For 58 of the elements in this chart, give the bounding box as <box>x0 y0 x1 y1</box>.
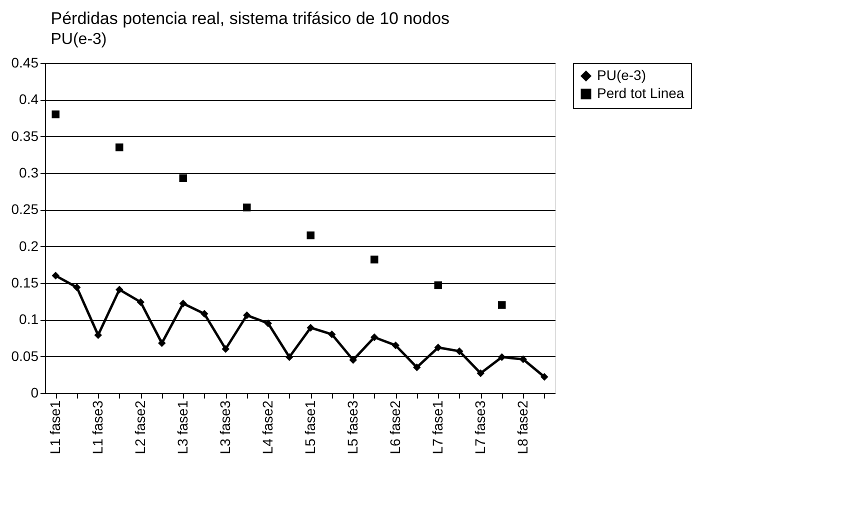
point <box>370 256 378 264</box>
legend-label: PU(e-3) <box>597 67 646 83</box>
x-tick-label: L3 fase1 <box>174 400 191 454</box>
point <box>200 310 208 318</box>
x-tick-label: L7 fase3 <box>472 400 488 454</box>
point <box>136 298 144 306</box>
point <box>264 319 272 328</box>
x-tick-label: L7 fase1 <box>430 400 446 454</box>
point <box>52 272 60 280</box>
y-tick-label: 0.05 <box>11 348 39 364</box>
y-tick-label: 0.25 <box>11 201 39 218</box>
point <box>434 344 442 352</box>
point <box>370 333 378 342</box>
point <box>222 345 230 353</box>
point <box>158 339 166 348</box>
point <box>392 341 400 350</box>
chart-title: Pérdidas potencia real, sistema trifásico de 10 nodos <box>50 9 450 28</box>
point <box>413 363 421 372</box>
y-tick-label: 0.4 <box>19 91 39 108</box>
y-tick-label: 0 <box>30 384 39 400</box>
y-tick-label: 0.35 <box>11 128 39 144</box>
x-tick-label: L5 fase1 <box>302 400 318 454</box>
point <box>286 353 294 361</box>
x-tick-label: L6 fase2 <box>387 400 404 454</box>
point <box>349 356 357 364</box>
x-tick-label: L1 fase3 <box>90 400 106 454</box>
x-tick-label: L8 fase2 <box>514 400 531 454</box>
point <box>179 174 187 182</box>
point <box>328 330 336 338</box>
x-tick-label: L1 fase1 <box>47 400 64 454</box>
legend-label: Perd tot Linea <box>597 85 684 101</box>
point <box>434 281 442 290</box>
point <box>116 286 124 294</box>
point <box>306 231 314 240</box>
y-axis-title: PU(e-3) <box>50 31 107 48</box>
y-tick-label: 0.15 <box>11 274 39 290</box>
point <box>243 204 251 212</box>
y-tick-label: 0.45 <box>11 54 39 70</box>
point <box>476 369 484 378</box>
point <box>179 300 187 308</box>
y-tick-label: 0.3 <box>19 164 39 180</box>
point <box>498 353 506 361</box>
point <box>306 324 314 332</box>
point <box>540 372 548 381</box>
point <box>73 284 81 292</box>
point <box>94 331 102 339</box>
point <box>116 143 124 152</box>
x-tick-label: L4 fase2 <box>260 400 276 454</box>
point <box>52 110 60 118</box>
x-tick-label: L2 fase2 <box>132 400 148 454</box>
point <box>243 311 251 320</box>
point <box>498 301 506 309</box>
x-tick-label: L3 fase3 <box>217 400 234 454</box>
point <box>456 347 464 356</box>
y-tick-label: 0.1 <box>19 311 39 328</box>
y-tick-label: 0.2 <box>19 238 39 254</box>
x-tick-label: L5 fase3 <box>344 400 361 454</box>
point <box>519 355 527 364</box>
